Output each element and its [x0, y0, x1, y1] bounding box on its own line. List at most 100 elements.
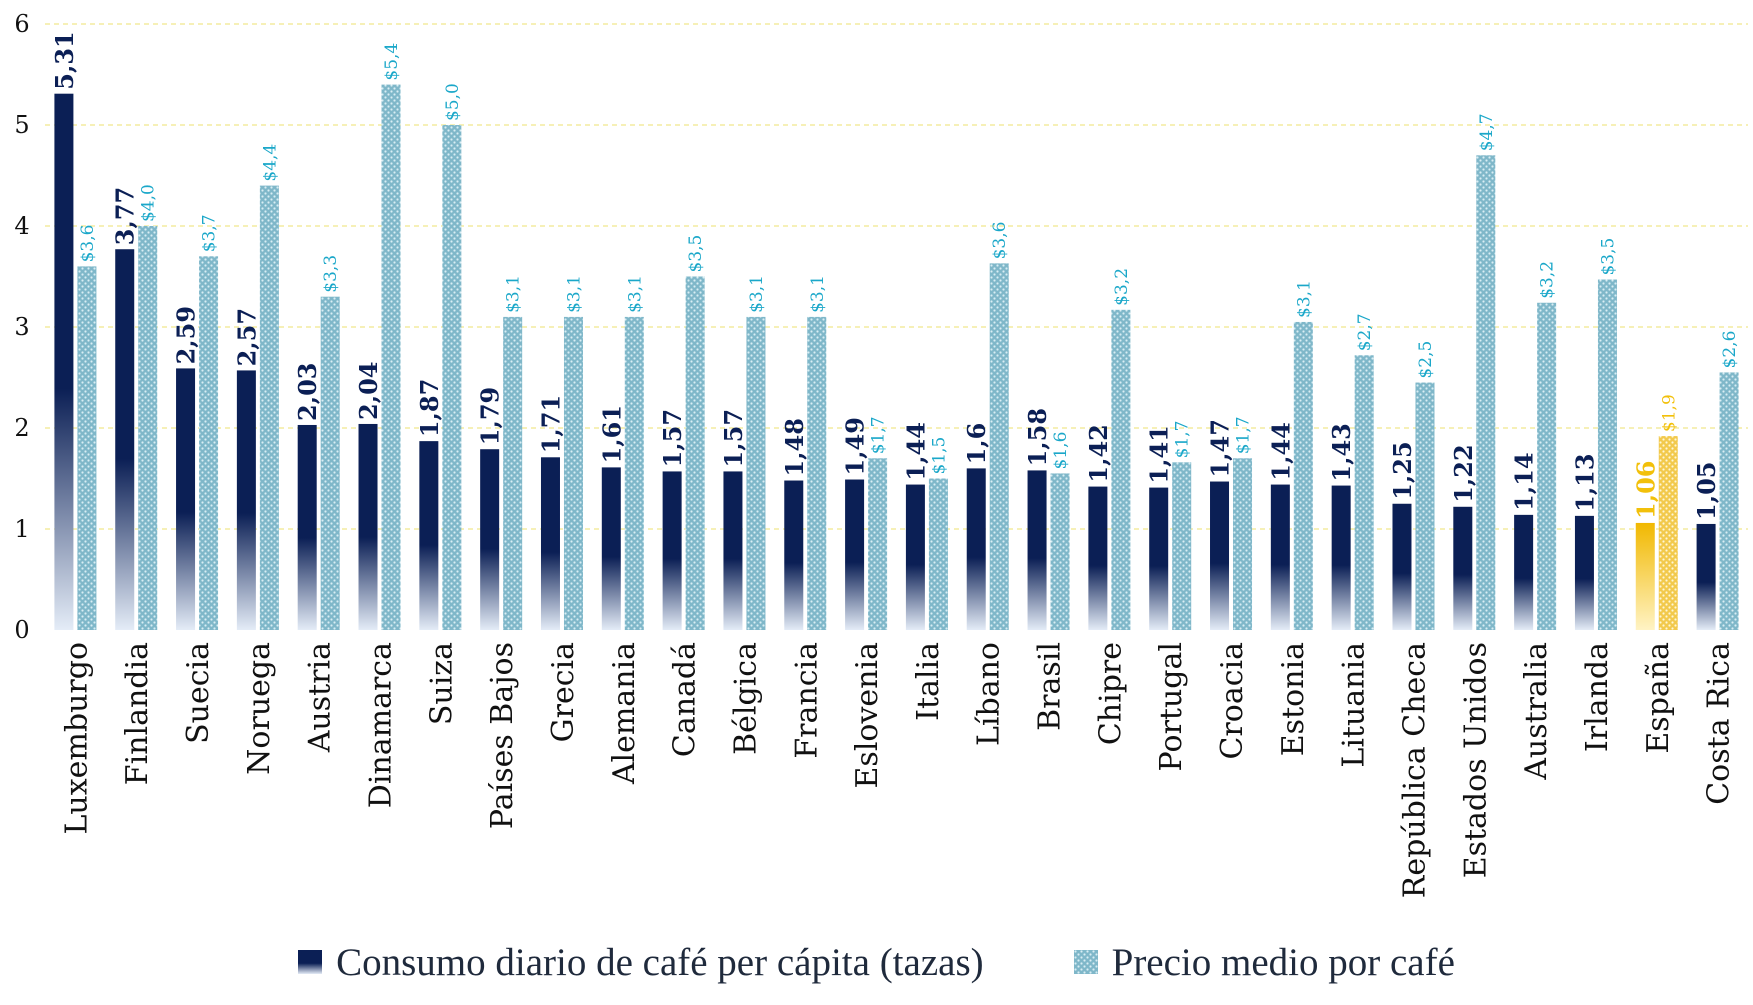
data-label-precio: $2,5 — [1416, 341, 1436, 379]
bar-consumo[interactable] — [601, 467, 621, 630]
legend-label-consumo: Consumo diario de café per cápita (tazas… — [336, 940, 984, 984]
bar-precio[interactable] — [1597, 279, 1617, 630]
data-label-precio: $4,4 — [260, 144, 280, 182]
bar-consumo[interactable] — [1453, 506, 1473, 630]
bar-precio[interactable] — [1050, 473, 1070, 630]
bar-consumo[interactable] — [1514, 514, 1534, 630]
data-label-consumo: 2,04 — [354, 362, 383, 420]
bar-consumo[interactable] — [297, 424, 317, 630]
bar-precio[interactable] — [320, 296, 340, 630]
data-label-consumo: 1,47 — [1206, 419, 1235, 477]
bar-precio[interactable] — [685, 276, 705, 631]
bar-precio[interactable] — [1719, 372, 1739, 630]
x-tick-label: Costa Rica — [1702, 642, 1737, 805]
bar-consumo[interactable] — [1088, 486, 1108, 630]
bar-precio[interactable] — [442, 125, 462, 630]
bar-precio[interactable] — [138, 226, 158, 630]
bar-consumo[interactable] — [662, 471, 682, 630]
x-tick-label: Suiza — [424, 642, 459, 725]
x-tick-label: España — [1641, 642, 1676, 754]
x-tick-label: Italia — [911, 642, 946, 721]
x-tick-label: Estados Unidos — [1458, 642, 1493, 878]
bar-precio[interactable] — [1476, 155, 1496, 631]
x-tick-label: Francia — [789, 642, 824, 759]
bar-consumo[interactable] — [1635, 522, 1655, 630]
x-tick-label: Australia — [1519, 642, 1554, 781]
data-label-precio: $5,0 — [443, 83, 463, 121]
bar-consumo[interactable] — [1331, 485, 1351, 630]
bar-consumo[interactable] — [540, 457, 560, 630]
bar-consumo[interactable] — [419, 441, 439, 630]
bar-precio[interactable] — [503, 316, 523, 630]
legend-swatch-precio — [1073, 950, 1098, 974]
bar-precio[interactable] — [624, 316, 644, 630]
data-label-consumo: 1,49 — [841, 417, 870, 475]
data-label-consumo: 1,71 — [536, 395, 565, 453]
bar-precio[interactable] — [1293, 321, 1313, 630]
data-label-precio: $3,2 — [1538, 261, 1558, 299]
bar-precio[interactable] — [989, 263, 1009, 630]
bar-consumo[interactable] — [1574, 515, 1594, 630]
bar-precio[interactable] — [868, 458, 888, 630]
bar-consumo[interactable] — [54, 93, 74, 630]
x-tick-label: Dinamarca — [364, 642, 399, 808]
bar-precio[interactable] — [1111, 309, 1131, 630]
legend-item-consumo[interactable]: Consumo diario de café per cápita (tazas… — [298, 940, 984, 985]
data-labels: 5,31 $3,6 3,77 $4,0 2,59 $3,7 2,57 $4,4 2,03 $3,3… — [50, 31, 1740, 520]
bar-consumo[interactable] — [723, 471, 743, 630]
data-label-consumo: 1,6 — [962, 423, 991, 465]
data-label-consumo: 1,25 — [1388, 441, 1417, 499]
data-label-consumo: 5,31 — [50, 31, 79, 89]
data-label-consumo: 1,57 — [658, 409, 687, 467]
bar-precio[interactable] — [77, 266, 97, 630]
bar-consumo[interactable] — [1149, 487, 1169, 630]
data-label-precio: $4,7 — [1477, 113, 1497, 151]
data-label-precio: $3,1 — [625, 275, 645, 313]
x-tick-label: Estonia — [1276, 642, 1311, 756]
bar-consumo[interactable] — [1027, 470, 1047, 630]
bar-consumo[interactable] — [1696, 523, 1716, 630]
bar-consumo[interactable] — [236, 370, 256, 630]
x-tick-label: Líbano — [972, 642, 1007, 746]
x-tick-label: Luxemburgo — [59, 642, 94, 835]
data-label-precio: $3,5 — [686, 235, 706, 273]
data-label-precio: $2,6 — [1720, 331, 1740, 369]
data-label-precio: $3,1 — [504, 275, 524, 313]
bar-consumo[interactable] — [480, 449, 500, 630]
bar-consumo[interactable] — [784, 480, 804, 630]
x-tick-label: Bélgica — [728, 642, 763, 755]
bar-consumo[interactable] — [1210, 481, 1230, 630]
bar-precio[interactable] — [1172, 462, 1192, 630]
bar-consumo[interactable] — [905, 484, 925, 630]
bar-precio[interactable] — [807, 316, 827, 630]
data-label-consumo: 1,87 — [415, 379, 444, 437]
x-tick-label: Croacia — [1215, 642, 1250, 760]
data-label-consumo: 1,14 — [1510, 452, 1539, 510]
bar-precio[interactable] — [259, 185, 279, 630]
bar-consumo[interactable] — [1392, 503, 1412, 630]
bar-precio[interactable] — [199, 256, 219, 630]
data-label-consumo: 2,57 — [232, 308, 261, 366]
y-tick-label: 3 — [14, 313, 29, 341]
bars — [54, 84, 1739, 631]
legend-item-precio[interactable]: Precio medio por café — [1073, 940, 1455, 985]
bar-consumo[interactable] — [1270, 484, 1290, 630]
bar-consumo[interactable] — [115, 249, 135, 631]
bar-precio[interactable] — [563, 316, 583, 630]
data-label-consumo: 1,06 — [1631, 460, 1660, 518]
bar-precio[interactable] — [1233, 458, 1253, 630]
bar-precio[interactable] — [1537, 302, 1557, 630]
bar-precio[interactable] — [928, 478, 948, 631]
bar-precio[interactable] — [1415, 382, 1435, 630]
bar-precio[interactable] — [1354, 355, 1374, 630]
bar-precio[interactable] — [381, 84, 401, 631]
bar-consumo[interactable] — [358, 423, 378, 630]
bar-consumo[interactable] — [176, 368, 196, 630]
bar-precio[interactable] — [746, 316, 766, 630]
x-tick-label: Lituania — [1337, 642, 1372, 768]
data-label-consumo: 1,61 — [597, 405, 626, 463]
data-label-precio: $1,7 — [1173, 420, 1193, 458]
bar-consumo[interactable] — [966, 468, 986, 630]
bar-consumo[interactable] — [845, 479, 865, 630]
bar-precio[interactable] — [1658, 436, 1678, 630]
